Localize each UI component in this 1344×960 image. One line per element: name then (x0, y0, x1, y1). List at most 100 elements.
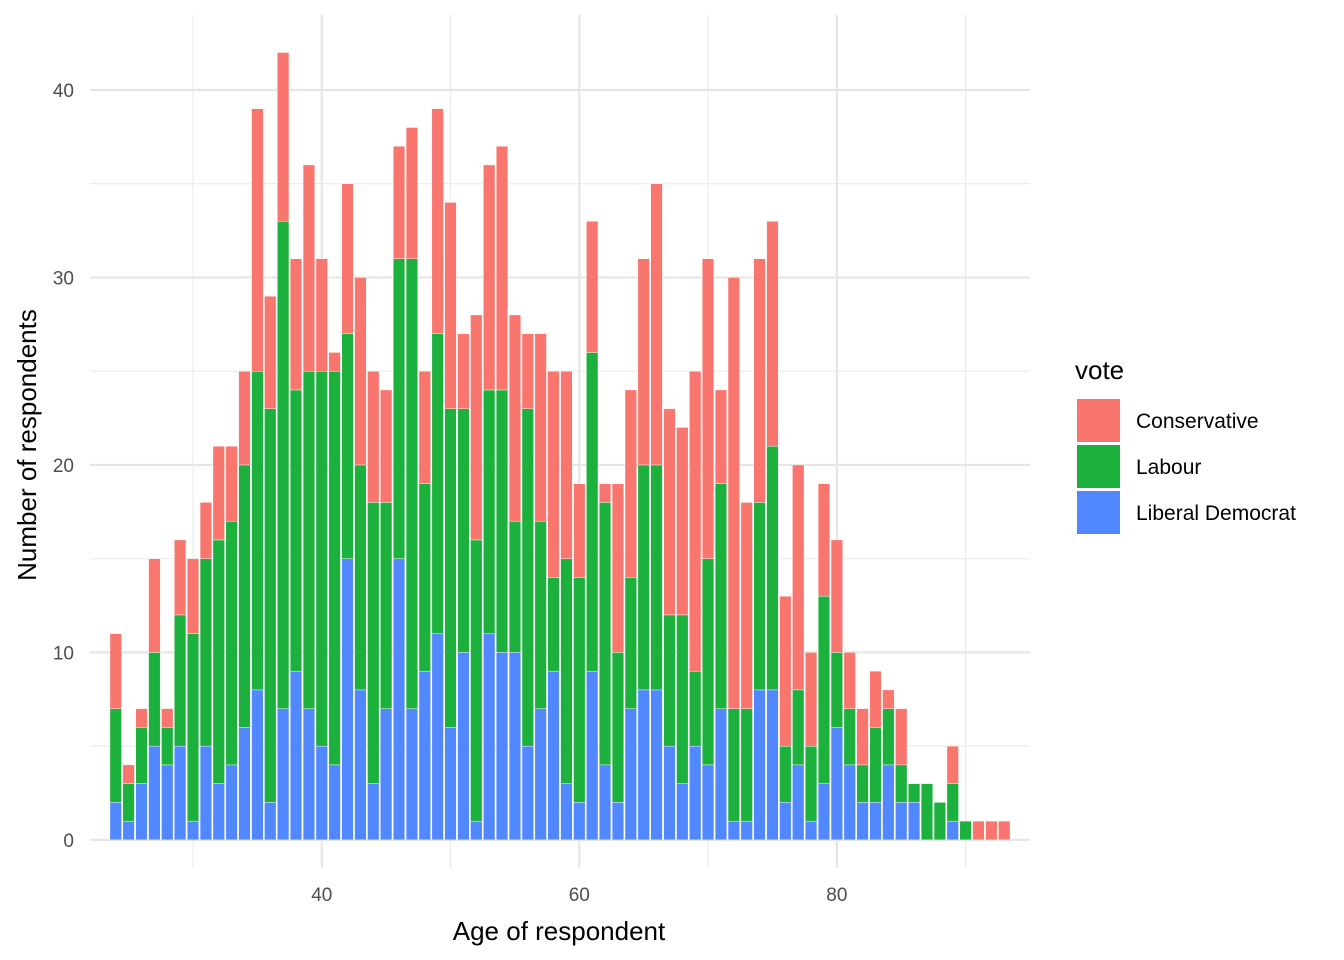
bar-segment (187, 633, 200, 822)
x-tick-label: 60 (569, 885, 590, 906)
bar-segment (689, 370, 702, 672)
bar-segment (199, 558, 212, 747)
bar-segment (496, 146, 509, 391)
bar-segment (869, 670, 882, 728)
bar-segment (560, 558, 573, 784)
bar-segment (199, 745, 212, 841)
bar-segment (611, 483, 624, 653)
bar-segment (444, 202, 457, 409)
bar-segment (637, 464, 650, 691)
bar-segment (689, 745, 702, 841)
bar-segment (534, 333, 547, 522)
bar-segment (702, 558, 715, 766)
bar-segment (714, 483, 727, 709)
bar-segment (547, 577, 560, 672)
bar-segment (444, 727, 457, 841)
bar-segment (444, 408, 457, 728)
bar-segment (302, 370, 315, 709)
legend-label: Conservative (1136, 410, 1259, 433)
x-tick-label: 40 (311, 885, 332, 906)
bar-segment (573, 577, 586, 803)
bar-segment (508, 520, 521, 653)
bar-segment (393, 558, 406, 841)
bar-segment (611, 652, 624, 803)
bar-segment (174, 614, 187, 747)
bar-segment (393, 258, 406, 559)
y-tick-label: 30 (53, 268, 74, 289)
bar-segment (599, 764, 612, 841)
bar-segment (624, 577, 637, 709)
bar-segment (766, 445, 779, 691)
bar-segment (972, 820, 985, 841)
bar-segment (431, 633, 444, 841)
bar-segment (328, 370, 341, 766)
bar-segment (560, 370, 573, 559)
bar-segment (586, 670, 599, 841)
bar-segment (998, 820, 1011, 841)
bar-segment (508, 652, 521, 841)
bar-segment (367, 370, 380, 503)
bar-segment (779, 745, 792, 803)
bar-segment (985, 820, 998, 841)
bar-segment (277, 708, 290, 841)
bar-segment (650, 464, 663, 691)
bar-segment (792, 464, 805, 691)
bar-segment (135, 708, 148, 728)
bar-segment (920, 783, 933, 841)
y-tick-label: 10 (53, 643, 74, 664)
bar-segment (792, 764, 805, 841)
bar-segment (830, 727, 843, 841)
bar-segment (328, 352, 341, 372)
bar-segment (869, 727, 882, 803)
bar-segment (148, 652, 161, 747)
bar-segment (663, 614, 676, 747)
bar-segment (212, 445, 225, 541)
bar-segment (290, 389, 303, 672)
y-axis-title: Number of respondents (12, 309, 42, 581)
bar-segment (148, 745, 161, 841)
bar-segment (354, 689, 367, 841)
bar-segment (830, 539, 843, 653)
y-tick-label: 20 (53, 456, 74, 477)
bar-segment (251, 689, 264, 841)
bar-segment (676, 614, 689, 784)
bar-segment (805, 652, 818, 747)
bar-segment (843, 764, 856, 841)
bar-segment (225, 764, 238, 841)
bar-segment (521, 333, 534, 409)
x-axis-title: Age of respondent (453, 916, 666, 946)
bar-segment (483, 389, 496, 634)
bar-segment (753, 258, 766, 503)
bar-segment (122, 783, 135, 822)
bar-segment (882, 689, 895, 709)
bar-segment (779, 802, 792, 841)
legend-swatch (1077, 491, 1120, 534)
bar-segment (148, 558, 161, 653)
bar-segment (663, 408, 676, 616)
bar-segment (225, 445, 238, 522)
bar-segment (302, 708, 315, 841)
bar-segment (405, 127, 418, 259)
bar-segment (727, 820, 740, 841)
bar-segment (727, 277, 740, 709)
bar-segment (637, 258, 650, 466)
bar-segment (277, 52, 290, 222)
bar-segment (586, 221, 599, 353)
bar-segment (264, 802, 277, 841)
bar-segment (109, 633, 122, 709)
bar-segment (650, 689, 663, 841)
bar-segment (161, 708, 174, 728)
bar-segment (238, 370, 251, 466)
bar-segment (534, 520, 547, 709)
bar-segment (946, 745, 959, 784)
bar-segment (663, 745, 676, 841)
bar-segment (599, 483, 612, 503)
bar-segment (805, 820, 818, 841)
bar-segment (315, 370, 328, 747)
bar-segment (380, 502, 393, 709)
bar-segment (187, 558, 200, 634)
bar-segment (457, 652, 470, 841)
bar-segment (933, 802, 946, 841)
y-tick-label: 40 (53, 81, 74, 102)
